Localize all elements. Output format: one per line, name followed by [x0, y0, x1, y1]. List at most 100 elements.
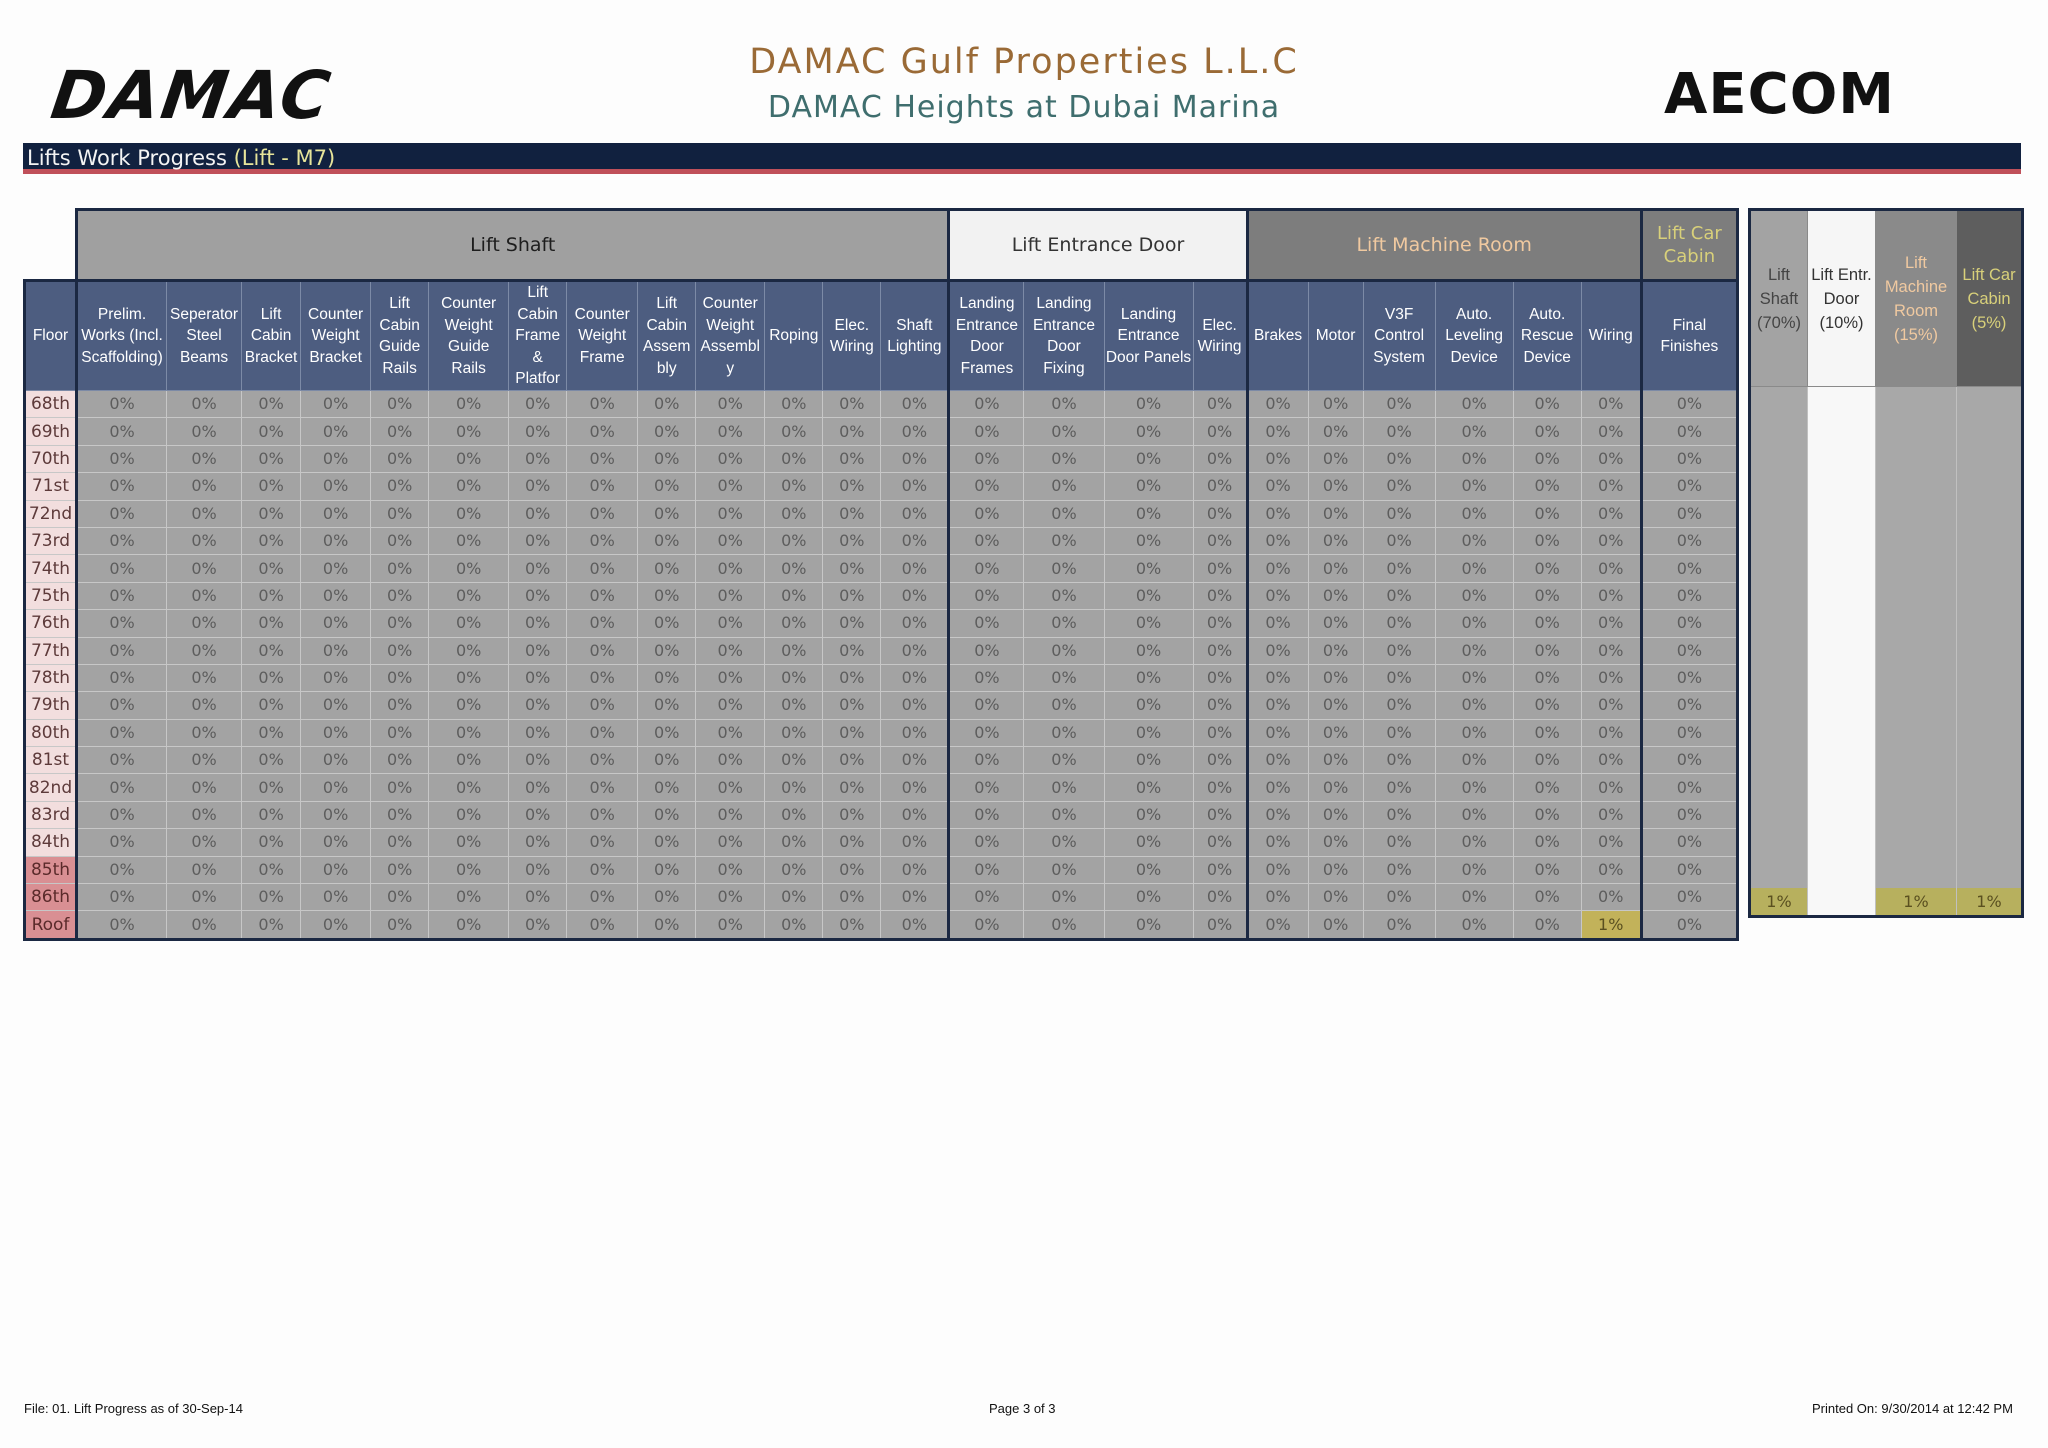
progress-cell: 0% — [1103, 472, 1194, 501]
summary-cell — [1956, 545, 2024, 572]
progress-cell: 0% — [370, 636, 430, 665]
progress-cell: 0% — [508, 472, 568, 501]
column-header: Final Finishes — [1639, 279, 1740, 391]
progress-cell: 0% — [1307, 855, 1364, 885]
floor-label: 76th — [22, 609, 78, 638]
progress-cell: 0% — [1434, 444, 1514, 474]
progress-cell: 0% — [1192, 417, 1248, 446]
progress-cell: 0% — [370, 691, 430, 720]
summary-cell — [1875, 571, 1957, 599]
summary-cell: 1% — [1875, 888, 1957, 918]
summary-cell — [1748, 386, 1808, 414]
column-header: Wiring — [1580, 279, 1642, 391]
progress-cell: 0% — [1103, 444, 1194, 474]
progress-cell: 0% — [1192, 526, 1248, 556]
floor-label: 74th — [22, 554, 78, 583]
progress-cell: 0% — [1023, 526, 1105, 556]
progress-cell: 0% — [300, 417, 372, 446]
progress-cell: 0% — [637, 444, 697, 474]
progress-cell: 0% — [508, 581, 568, 611]
progress-cell: 0% — [1245, 389, 1309, 419]
progress-cell: 0% — [370, 499, 430, 528]
progress-cell: 0% — [1245, 472, 1309, 501]
progress-cell: 0% — [1192, 663, 1248, 693]
progress-cell: 0% — [1192, 800, 1248, 830]
progress-cell: 0% — [370, 444, 430, 474]
progress-cell: 0% — [1103, 389, 1194, 419]
progress-cell: 0% — [1023, 773, 1105, 802]
column-header: Counter Weight Guide Rails — [428, 279, 510, 391]
progress-cell: 0% — [370, 773, 430, 802]
progress-cell: 0% — [300, 910, 372, 941]
summary-cell — [1875, 677, 1957, 704]
summary-cell — [1807, 492, 1876, 519]
progress-cell: 0% — [508, 800, 568, 830]
progress-cell: 0% — [1245, 636, 1309, 665]
progress-cell: 0% — [1362, 883, 1436, 912]
progress-cell: 0% — [1639, 389, 1740, 419]
progress-cell: 0% — [1639, 855, 1740, 885]
progress-cell: 0% — [1512, 773, 1582, 802]
progress-cell: 0% — [166, 773, 243, 802]
summary-row — [1748, 835, 2024, 863]
progress-cell: 0% — [1103, 910, 1194, 941]
summary-row — [1748, 545, 2024, 572]
progress-cell: 0% — [370, 883, 430, 912]
progress-cell: 0% — [1245, 855, 1309, 885]
progress-cell: 0% — [695, 472, 766, 501]
progress-cell: 0% — [1307, 444, 1364, 474]
progress-cell: 0% — [1362, 499, 1436, 528]
column-header: Landing Entrance Door Frames — [947, 279, 1025, 391]
progress-cell: 0% — [1307, 389, 1364, 419]
progress-cell: 0% — [1307, 609, 1364, 638]
progress-cell: 0% — [241, 910, 302, 941]
progress-cell: 0% — [947, 855, 1025, 885]
progress-cell: 0% — [428, 855, 510, 885]
summary-cell — [1748, 571, 1808, 599]
progress-cell: 0% — [1192, 389, 1248, 419]
table-row: 71st 0% 0% 0% 0% 0% 0% 0% 0% 0% 0% 0% 0% 0% 0% 0% 0% 0% 0%… — [22, 472, 1740, 501]
progress-cell: 0% — [1023, 444, 1105, 474]
progress-cell: 0% — [241, 444, 302, 474]
summary-cell — [1748, 862, 1808, 889]
progress-cell: 0% — [1023, 609, 1105, 638]
progress-cell: 0% — [1639, 554, 1740, 583]
table-row: 81st 0% 0% 0% 0% 0% 0% 0% 0% 0% 0% 0% 0% 0% 0% 0% 0% 0% 0%… — [22, 746, 1740, 775]
progress-cell: 0% — [880, 581, 950, 611]
progress-cell: 0% — [1639, 828, 1740, 857]
progress-cell: 0% — [1639, 746, 1740, 775]
progress-cell: 0% — [370, 910, 430, 941]
progress-cell: 0% — [1023, 691, 1105, 720]
progress-cell: 0% — [764, 855, 824, 885]
summary-row — [1748, 413, 2024, 440]
progress-cell: 0% — [695, 444, 766, 474]
progress-cell: 0% — [947, 773, 1025, 802]
progress-cell: 0% — [1639, 444, 1740, 474]
progress-cell: 0% — [166, 718, 243, 748]
column-header: Auto. Rescue Device — [1512, 279, 1582, 391]
summary-cell — [1748, 650, 1808, 678]
progress-cell: 0% — [508, 828, 568, 857]
progress-cell: 0% — [1307, 636, 1364, 665]
column-header: Auto. Leveling Device — [1434, 279, 1514, 391]
progress-cell: 0% — [166, 389, 243, 419]
progress-cell: 0% — [1023, 417, 1105, 446]
floor-label: 85th — [22, 855, 78, 885]
progress-cell: 0% — [1307, 554, 1364, 583]
progress-cell: 0% — [1245, 609, 1309, 638]
progress-cell: 0% — [1580, 663, 1642, 693]
column-header: Motor — [1307, 279, 1364, 391]
progress-cell: 0% — [1023, 663, 1105, 693]
progress-cell: 0% — [566, 773, 639, 802]
progress-cell: 0% — [1103, 828, 1194, 857]
progress-cell: 0% — [880, 609, 950, 638]
progress-cell: 0% — [166, 472, 243, 501]
progress-cell: 0% — [428, 581, 510, 611]
progress-cell: 0% — [75, 417, 168, 446]
progress-cell: 0% — [300, 554, 372, 583]
progress-cell: 0% — [1362, 800, 1436, 830]
progress-cell: 0% — [241, 691, 302, 720]
progress-cell: 0% — [566, 472, 639, 501]
progress-cell: 0% — [428, 389, 510, 419]
progress-cell: 0% — [428, 883, 510, 912]
